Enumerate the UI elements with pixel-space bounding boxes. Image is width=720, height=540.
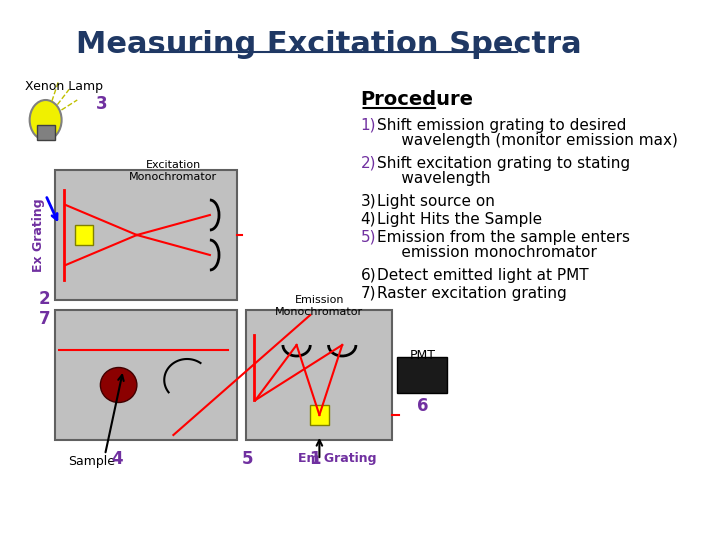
Text: 5): 5) (361, 230, 376, 245)
Text: 4: 4 (112, 450, 123, 468)
Text: 3): 3) (361, 194, 376, 209)
Text: 2): 2) (361, 156, 376, 171)
Bar (37, 125, 55, 140)
Text: Emission
Monochromator: Emission Monochromator (275, 295, 364, 316)
Bar (397, 357, 447, 393)
Text: Procedure: Procedure (361, 90, 474, 109)
Text: 3: 3 (96, 95, 107, 113)
Text: 1: 1 (309, 450, 320, 468)
Text: 6: 6 (417, 397, 428, 415)
Text: Sample: Sample (68, 455, 115, 468)
Text: wavelength (monitor emission max): wavelength (monitor emission max) (377, 133, 678, 148)
FancyBboxPatch shape (246, 310, 392, 440)
Text: 5: 5 (242, 450, 253, 468)
Text: PMT: PMT (410, 349, 436, 362)
FancyBboxPatch shape (55, 170, 238, 300)
Text: 7: 7 (39, 310, 50, 328)
Text: Shift emission grating to desired: Shift emission grating to desired (377, 118, 626, 133)
Text: 4): 4) (361, 212, 376, 227)
Text: Detect emitted light at PMT: Detect emitted light at PMT (377, 268, 588, 283)
Ellipse shape (100, 368, 137, 402)
Text: Shift excitation grating to stating: Shift excitation grating to stating (377, 156, 630, 171)
Bar (310, 405, 328, 425)
Text: Xenon Lamp: Xenon Lamp (25, 80, 103, 93)
Text: Emission from the sample enters: Emission from the sample enters (377, 230, 630, 245)
Ellipse shape (30, 100, 62, 140)
Text: 7): 7) (361, 286, 376, 301)
Text: 6): 6) (361, 268, 376, 283)
Text: Excitation
Monochromator: Excitation Monochromator (130, 160, 217, 181)
Text: Light source on: Light source on (377, 194, 495, 209)
Text: Em Grating: Em Grating (298, 452, 377, 465)
FancyBboxPatch shape (55, 310, 238, 440)
Text: 2: 2 (39, 290, 50, 308)
Text: Ex Grating: Ex Grating (32, 198, 45, 272)
Text: emission monochromator: emission monochromator (377, 245, 597, 260)
Text: wavelength: wavelength (377, 171, 490, 186)
Text: Measuring Excitation Spectra: Measuring Excitation Spectra (76, 30, 581, 59)
Bar (75, 225, 93, 245)
Text: Raster excitation grating: Raster excitation grating (377, 286, 567, 301)
Text: Light Hits the Sample: Light Hits the Sample (377, 212, 542, 227)
Text: 1): 1) (361, 118, 376, 133)
